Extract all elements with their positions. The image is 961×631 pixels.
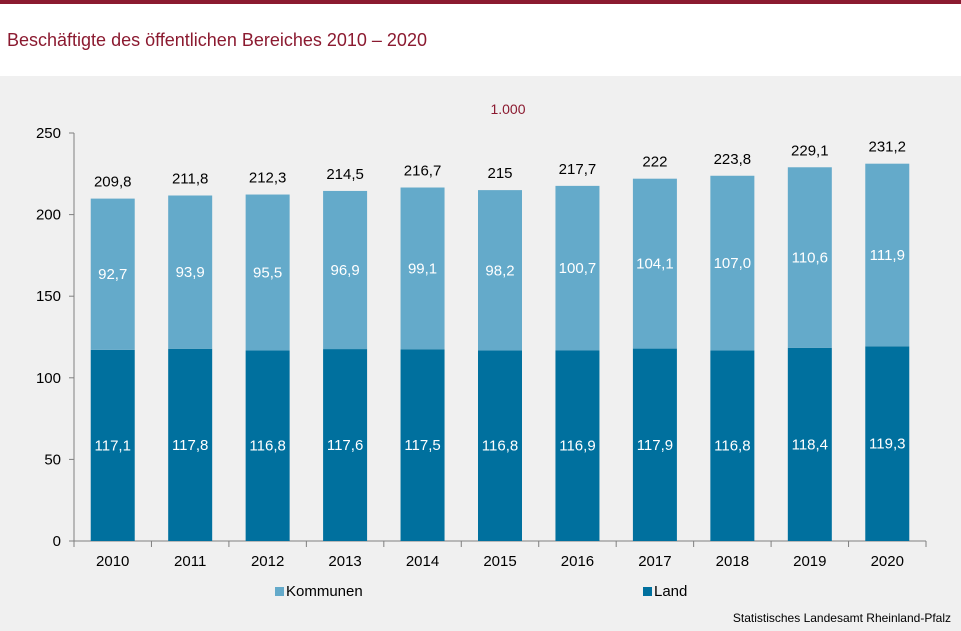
y-tick-label: 0: [53, 533, 61, 550]
x-tick-label: 2019: [793, 553, 826, 570]
data-label-land: 116,8: [714, 438, 750, 455]
total-label: 212,3: [249, 170, 287, 187]
data-label-kommunen: 110,6: [792, 250, 828, 267]
source-note: Statistisches Landesamt Rheinland-Pfalz: [732, 611, 951, 625]
bar-kommunen: [478, 190, 522, 351]
x-tick-label: 2015: [483, 553, 516, 570]
data-label-land: 119,3: [869, 436, 905, 453]
total-label: 223,8: [714, 151, 752, 168]
data-label-land: 116,9: [559, 438, 595, 455]
bar-land: [710, 350, 755, 541]
data-label-kommunen: 111,9: [870, 247, 905, 264]
bar-land: [865, 346, 910, 541]
legend-label: Kommunen: [286, 583, 363, 600]
chart-title: Beschäftigte des öffentlichen Bereiches …: [7, 30, 427, 50]
total-label: 217,7: [559, 161, 597, 178]
bar-kommunen: [787, 167, 832, 348]
data-label-land: 118,4: [792, 436, 828, 453]
data-label-land: 117,5: [404, 437, 440, 454]
bar-kommunen: [865, 163, 910, 347]
data-label-kommunen: 93,9: [176, 264, 205, 281]
total-label: 215: [487, 165, 512, 182]
bar-land: [168, 348, 213, 541]
bar-kommunen: [632, 178, 677, 349]
x-tick-label: 2012: [251, 553, 284, 570]
data-label-land: 117,6: [327, 437, 363, 454]
total-label: 216,7: [404, 163, 442, 180]
bar-land: [323, 349, 368, 541]
total-label: 231,2: [868, 139, 906, 156]
bar-kommunen: [555, 185, 600, 351]
data-label-kommunen: 104,1: [636, 256, 674, 273]
data-label-kommunen: 95,5: [253, 264, 282, 281]
x-tick-label: 2017: [638, 553, 671, 570]
bar-land: [478, 350, 522, 541]
legend-label: Land: [654, 583, 687, 600]
bar-land: [632, 348, 677, 541]
total-label: 229,1: [791, 142, 829, 159]
bar-land: [90, 349, 135, 541]
y-tick-label: 50: [44, 451, 61, 468]
unit-label: 1.000: [490, 101, 525, 117]
separator: [0, 76, 961, 85]
bar-kommunen: [168, 195, 213, 349]
legend-swatch: [275, 587, 284, 596]
data-label-land: 117,9: [637, 437, 673, 454]
y-tick-label: 150: [36, 288, 61, 305]
bar-kommunen: [710, 175, 755, 351]
bar-land: [787, 347, 832, 541]
x-tick-label: 2014: [406, 553, 439, 570]
data-label-kommunen: 107,0: [714, 255, 752, 272]
data-label-kommunen: 92,7: [98, 266, 127, 283]
bar-kommunen: [323, 190, 368, 350]
x-tick-label: 2010: [96, 553, 129, 570]
data-label-kommunen: 98,2: [485, 262, 514, 279]
data-label-land: 116,8: [249, 438, 285, 455]
bar-land: [555, 350, 600, 541]
bar-land: [400, 349, 445, 541]
y-tick-label: 250: [36, 125, 61, 142]
data-label-kommunen: 99,1: [408, 260, 437, 277]
data-label-land: 117,8: [172, 437, 208, 454]
data-label-land: 116,8: [482, 438, 518, 455]
total-label: 222: [642, 154, 667, 171]
total-label: 209,8: [94, 174, 132, 191]
data-label-land: 117,1: [95, 437, 131, 454]
x-tick-label: 2016: [561, 553, 594, 570]
x-tick-label: 2011: [174, 553, 206, 570]
top-rule: [0, 0, 961, 4]
bar-kommunen: [400, 187, 445, 350]
header: [0, 4, 961, 76]
x-tick-label: 2018: [716, 553, 749, 570]
data-label-kommunen: 96,9: [330, 262, 359, 279]
bar-land: [245, 350, 290, 541]
bar-kommunen: [90, 198, 135, 350]
total-label: 214,5: [326, 166, 364, 183]
bar-kommunen: [245, 194, 290, 351]
y-tick-label: 100: [36, 370, 61, 387]
x-tick-label: 2013: [328, 553, 361, 570]
total-label: 211,8: [172, 171, 208, 188]
legend-swatch: [643, 587, 652, 596]
x-tick-label: 2020: [871, 553, 904, 570]
data-label-kommunen: 100,7: [559, 260, 597, 277]
y-tick-label: 200: [36, 207, 61, 224]
